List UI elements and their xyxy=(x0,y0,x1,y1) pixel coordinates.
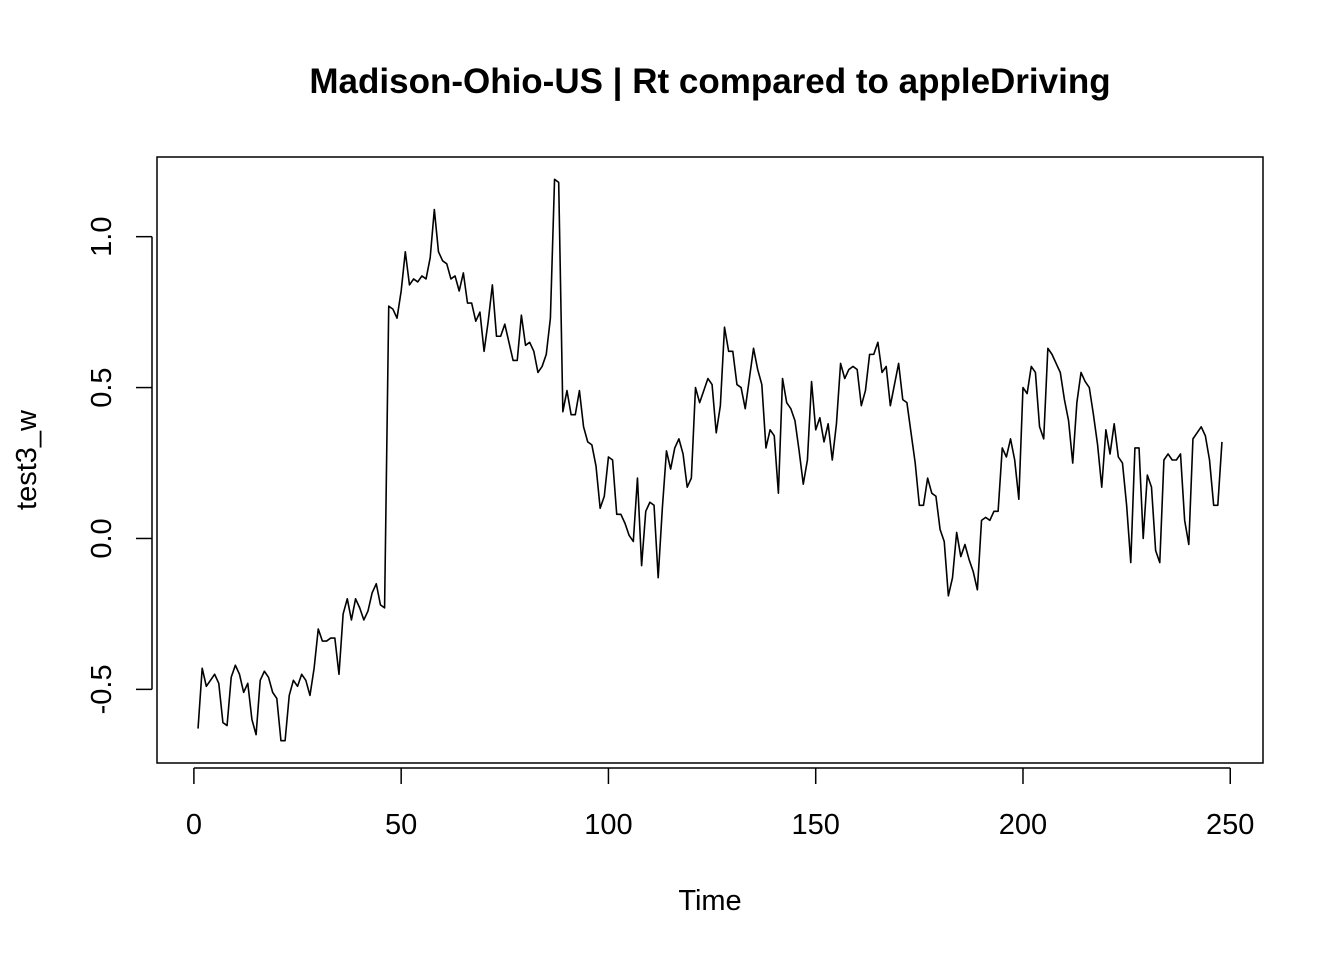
y-tick-label: -0.5 xyxy=(86,664,118,714)
chart-title: Madison-Ohio-US | Rt compared to appleDr… xyxy=(309,62,1110,101)
plot-frame xyxy=(156,156,1264,764)
y-tick-label: 0.0 xyxy=(86,518,118,558)
y-tick-label: 1.0 xyxy=(86,217,118,257)
x-tick-label: 250 xyxy=(1206,809,1254,841)
x-axis-label: Time xyxy=(678,885,741,917)
y-axis-label: test3_w xyxy=(11,409,43,510)
series-line xyxy=(197,178,1223,742)
x-tick-label: 50 xyxy=(385,809,417,841)
x-tick-label: 150 xyxy=(792,809,840,841)
x-tick-label: 100 xyxy=(584,809,632,841)
y-axis: -0.5 0.0 0.5 1.0 xyxy=(86,217,153,714)
x-tick-label: 200 xyxy=(999,809,1047,841)
x-axis: 0 50 100 150 200 250 xyxy=(186,767,1254,841)
y-tick-label: 0.5 xyxy=(86,367,118,407)
x-tick-label: 0 xyxy=(186,809,202,841)
